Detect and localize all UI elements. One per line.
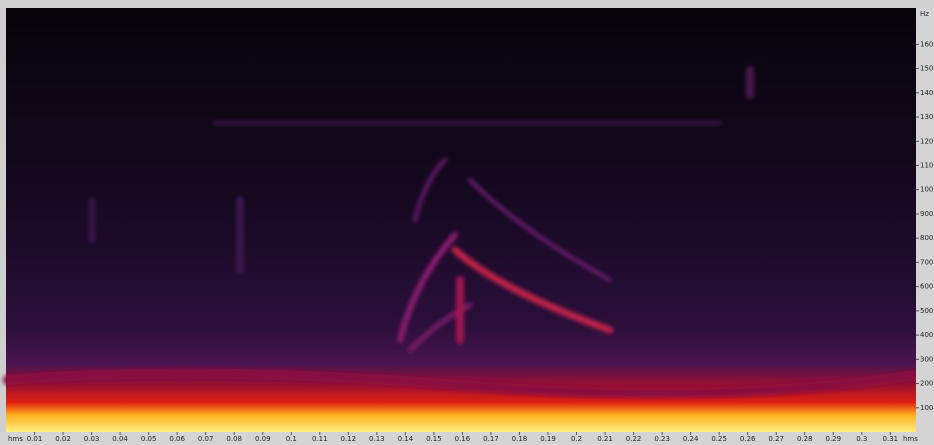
x-tick-label: 0.11 bbox=[312, 435, 328, 443]
y-tick-label: 200 bbox=[920, 380, 933, 388]
y-tick-label: 100 bbox=[920, 404, 933, 412]
x-tick-label: 0.01 bbox=[27, 435, 43, 443]
x-axis-label: hms bbox=[8, 435, 23, 443]
y-tick-label: 1200 bbox=[920, 137, 934, 145]
y-tick-label: 300 bbox=[920, 355, 933, 363]
x-tick-label: 0.26 bbox=[740, 435, 756, 443]
x-tick-label: 0.06 bbox=[169, 435, 185, 443]
x-tick-label: 0.25 bbox=[711, 435, 727, 443]
y-tick-label: 700 bbox=[920, 258, 933, 266]
x-tick-label: 0.24 bbox=[683, 435, 699, 443]
x-tick-label: 0.09 bbox=[255, 435, 271, 443]
x-tick-label: 0.13 bbox=[369, 435, 385, 443]
y-tick-label: 1500 bbox=[920, 65, 934, 73]
x-tick-label: 0.07 bbox=[198, 435, 214, 443]
x-tick-label: 0.14 bbox=[398, 435, 414, 443]
y-tick-label: 1400 bbox=[920, 89, 934, 97]
spectrogram bbox=[6, 8, 916, 432]
x-tick-label: 0.02 bbox=[55, 435, 71, 443]
x-tick-label: 0.05 bbox=[141, 435, 157, 443]
x-tick-label: 0.1 bbox=[286, 435, 297, 443]
x-tick-label: 0.31 bbox=[883, 435, 899, 443]
x-tick-label: 0.27 bbox=[768, 435, 784, 443]
x-tick-label: 0.22 bbox=[626, 435, 642, 443]
y-axis-label: Hz bbox=[920, 10, 929, 18]
y-tick-label: 500 bbox=[920, 307, 933, 315]
x-axis-strip bbox=[0, 432, 934, 445]
x-tick-label: 0.15 bbox=[426, 435, 442, 443]
x-tick-label: 0.18 bbox=[512, 435, 528, 443]
y-tick-label: 1300 bbox=[920, 113, 934, 121]
x-tick-label: 0.04 bbox=[112, 435, 128, 443]
y-tick-label: 1600 bbox=[920, 40, 934, 48]
y-tick-label: 1000 bbox=[920, 186, 934, 194]
x-tick-label: 0.23 bbox=[654, 435, 670, 443]
x-tick-label: 0.2 bbox=[571, 435, 582, 443]
y-tick-label: 600 bbox=[920, 283, 933, 291]
y-axis-strip bbox=[916, 8, 934, 445]
x-tick-label: 0.28 bbox=[797, 435, 813, 443]
x-tick-label: 0.16 bbox=[455, 435, 471, 443]
x-tick-label: 0.19 bbox=[540, 435, 556, 443]
spectrogram-features bbox=[3, 66, 921, 398]
y-tick-label: 800 bbox=[920, 234, 933, 242]
x-tick-label: 0.17 bbox=[483, 435, 499, 443]
y-tick-label: 900 bbox=[920, 210, 933, 218]
x-tick-label: 0.29 bbox=[825, 435, 841, 443]
x-tick-label: 0.21 bbox=[597, 435, 613, 443]
x-tick-label: 0.3 bbox=[856, 435, 867, 443]
x-tick-label: 0.08 bbox=[226, 435, 242, 443]
y-tick-label: 400 bbox=[920, 331, 933, 339]
x-tick-label: 0.12 bbox=[341, 435, 357, 443]
x-tick-label: 0.03 bbox=[84, 435, 100, 443]
x-axis-label: hms bbox=[903, 435, 918, 443]
